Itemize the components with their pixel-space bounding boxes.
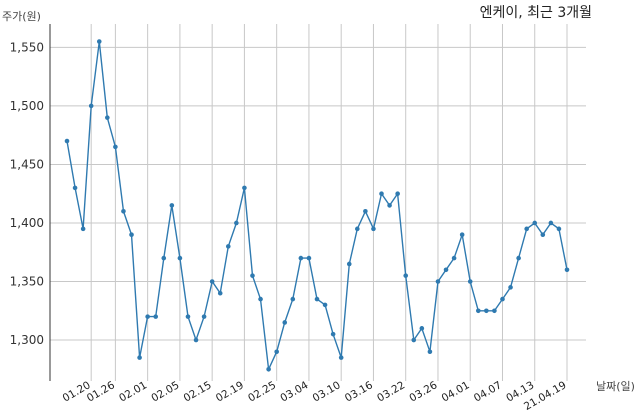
data-point (113, 144, 118, 150)
data-point (322, 302, 328, 308)
y-tick-label: 1,550 (10, 40, 44, 54)
data-point (153, 314, 159, 319)
y-tick-label: 1,300 (10, 333, 44, 347)
data-point (532, 220, 538, 226)
data-point (548, 220, 554, 226)
data-point (338, 355, 344, 360)
data-point (234, 220, 239, 226)
data-point (145, 314, 150, 319)
data-point (193, 337, 199, 343)
x-tick-label: 04.01 (440, 379, 472, 404)
data-point (395, 191, 400, 197)
data-point (379, 191, 384, 197)
data-point (516, 255, 521, 261)
data-point (80, 226, 86, 232)
data-point (435, 279, 441, 284)
data-point (475, 308, 481, 314)
data-point (314, 296, 320, 302)
data-point (185, 314, 191, 319)
x-tick-label: 02.01 (117, 379, 149, 404)
data-point (161, 255, 167, 261)
data-point (290, 296, 296, 302)
data-point (443, 267, 449, 273)
data-point (209, 279, 215, 284)
data-point (427, 349, 433, 355)
data-point (484, 308, 489, 314)
y-tick-label: 1,400 (10, 216, 44, 230)
data-point (371, 226, 376, 232)
y-axis-label: 주가(원) (2, 10, 41, 23)
y-tick-label: 1,450 (10, 157, 44, 171)
data-point (500, 296, 505, 302)
x-tick-label: 01.26 (85, 379, 117, 405)
data-point (540, 232, 546, 237)
data-point (266, 366, 271, 372)
data-point (451, 255, 457, 261)
series-line (66, 41, 568, 372)
x-tick-label: 03.04 (278, 379, 310, 405)
data-point (242, 185, 247, 191)
data-point (250, 273, 255, 278)
data-point (467, 279, 473, 284)
x-tick-label: 02.15 (182, 379, 214, 404)
data-point (387, 203, 392, 208)
y-tick-labels: 1,300 1,350 1,400 1,450 1,500 1,550 (10, 40, 44, 347)
data-point (169, 203, 175, 208)
data-point (96, 39, 102, 44)
data-point (411, 337, 417, 343)
data-point (72, 185, 78, 191)
data-point (459, 232, 465, 237)
data-point (177, 255, 183, 261)
data-point (492, 308, 497, 314)
data-point (306, 255, 312, 261)
x-tick-label: 02.05 (149, 379, 181, 404)
x-tick-label: 02.25 (246, 379, 278, 404)
data-point (282, 320, 288, 325)
data-point (137, 355, 142, 360)
x-tick-label: 04.07 (472, 379, 504, 404)
data-point (419, 326, 425, 331)
data-point (355, 226, 360, 232)
data-point (225, 244, 231, 249)
data-point (330, 331, 336, 337)
data-point (363, 208, 368, 214)
data-point (524, 226, 529, 232)
x-tick-label: 03.16 (343, 379, 375, 405)
x-tick-label: 02.19 (214, 379, 246, 404)
data-point (508, 285, 513, 290)
data-point (88, 103, 94, 109)
data-point (258, 296, 263, 302)
data-point (274, 349, 279, 355)
data-point (217, 290, 223, 296)
data-point (564, 267, 570, 273)
x-axis-label: 날짜(일) (596, 379, 635, 393)
x-tick-label: 03.22 (375, 379, 407, 404)
x-tick-label: 03.26 (407, 379, 439, 405)
chart-title: 엔케이, 최근 3개월 (480, 5, 592, 21)
data-point (105, 115, 110, 120)
data-point (121, 208, 126, 214)
data-point (403, 273, 409, 278)
x-tick-label: 03.10 (311, 379, 343, 404)
series (64, 39, 570, 372)
data-point (556, 226, 562, 232)
data-point (64, 138, 70, 144)
y-tick-label: 1,350 (10, 275, 44, 289)
data-point (298, 255, 304, 261)
data-point (129, 232, 134, 237)
y-tick-label: 1,500 (10, 99, 44, 113)
data-point (346, 261, 352, 267)
data-point (201, 314, 207, 319)
grid (50, 24, 586, 381)
